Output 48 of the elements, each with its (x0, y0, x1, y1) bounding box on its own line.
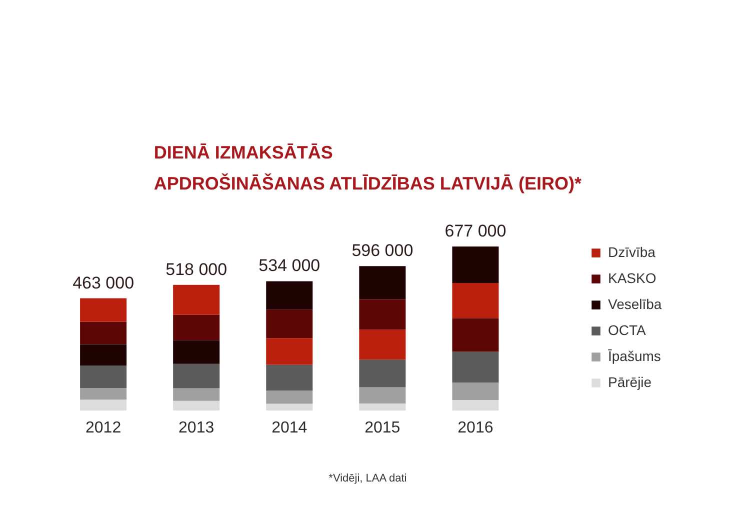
text: *Vidēji, LAA dati (328, 472, 407, 484)
bar (359, 266, 406, 300)
bar (266, 281, 313, 310)
bar (80, 298, 127, 322)
legend-label: Īpašums (608, 347, 661, 366)
bar (80, 400, 127, 410)
bar (80, 388, 127, 400)
bar (173, 284, 220, 315)
bar (80, 322, 127, 344)
bar (173, 314, 220, 340)
bar (80, 366, 127, 388)
bar (359, 360, 406, 388)
bar (359, 299, 406, 330)
bar (266, 310, 313, 338)
bar (359, 403, 406, 410)
bar (266, 364, 313, 391)
bar (173, 340, 220, 364)
bar (359, 330, 406, 360)
bar (266, 390, 313, 404)
bar (266, 404, 313, 410)
bar (80, 344, 127, 366)
legend-label: Veselība (608, 295, 662, 314)
annotation: 463 000 (72, 273, 134, 292)
bar (266, 338, 313, 365)
annotation: 677 000 (444, 221, 506, 240)
x-tick-label: 2016 (458, 420, 494, 436)
x-tick-label: 2013 (178, 420, 214, 436)
bar (173, 400, 220, 410)
x-tick-label: 2014 (272, 420, 308, 436)
bar (452, 318, 499, 352)
bar (452, 400, 499, 410)
annotation: 518 000 (166, 260, 228, 279)
annotation: 596 000 (352, 241, 414, 260)
x-tick-label: 2015 (364, 420, 400, 436)
legend-label: KASKO (608, 269, 656, 288)
bar (452, 382, 499, 400)
legend-label: Pārējie (608, 373, 652, 392)
x-tick-label: 2012 (86, 420, 122, 436)
bar (359, 387, 406, 404)
annotation: 534 000 (258, 256, 320, 276)
bar (452, 352, 499, 383)
bar (173, 388, 220, 401)
legend-label: OCTA (608, 321, 646, 340)
bar (452, 283, 499, 318)
chart-title: DIENĀ IZMAKSĀTĀS APDROŠINĀŠANAS ATLĪDZĪBAS LATVIJĀ (EIRO)* (154, 142, 582, 194)
legend-label: Dzīvība (608, 243, 656, 262)
bar (173, 364, 220, 388)
bar (452, 246, 499, 284)
